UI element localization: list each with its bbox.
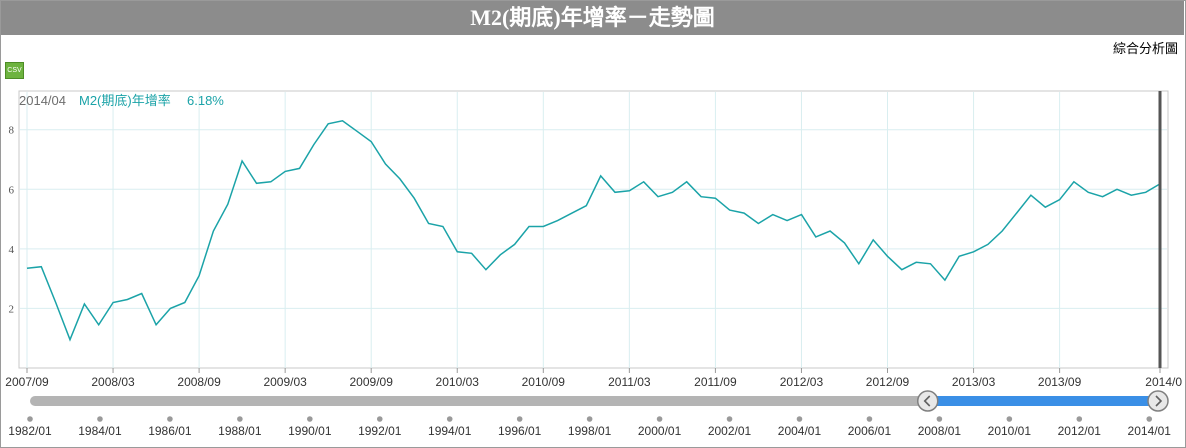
x-tick-label: 2010/03 xyxy=(436,375,480,389)
navigator-label: 1982/01 xyxy=(8,424,52,438)
navigator-dot xyxy=(27,416,33,422)
navigator-dot xyxy=(167,416,173,422)
navigator-dot xyxy=(516,416,523,422)
navigator-dot xyxy=(307,416,313,422)
navigator-label: 2014/01 xyxy=(1128,424,1172,438)
navigator-dot xyxy=(1006,416,1013,422)
navigator-dot xyxy=(726,416,733,422)
x-tick-label: 2013/03 xyxy=(952,375,996,389)
x-tick-label: 2011/09 xyxy=(694,375,737,389)
y-axis-ticks: 2 4 6 8 xyxy=(9,125,15,316)
navigator-label: 2000/01 xyxy=(638,424,682,438)
navigator-dot xyxy=(1146,416,1153,422)
navigator-label: 1994/01 xyxy=(428,424,472,438)
navigator-label: 1988/01 xyxy=(218,424,262,438)
y-tick-label: 4 xyxy=(9,244,15,256)
x-tick-label: 2008/03 xyxy=(91,375,135,389)
navigator-track[interactable] xyxy=(30,396,1158,406)
x-tick-label: 2013/09 xyxy=(1038,375,1082,389)
navigator-dot xyxy=(237,416,243,422)
readout-series-name: M2(期底)年增率 xyxy=(79,93,171,108)
range-navigator[interactable]: 1982/01 1984/01 1986/01 1988/01 1990/01 1992/… xyxy=(8,390,1171,438)
csv-download-button[interactable]: CSV xyxy=(5,62,24,79)
navigator-right-handle[interactable] xyxy=(1147,390,1169,412)
navigator-label: 1990/01 xyxy=(288,424,332,438)
navigator-dot xyxy=(446,416,453,422)
navigator-label: 1986/01 xyxy=(148,424,192,438)
navigator-dot xyxy=(586,416,593,422)
navigator-label: 2002/01 xyxy=(708,424,752,438)
x-tick-label: 2014/0 xyxy=(1145,375,1182,389)
x-tick-label: 2010/09 xyxy=(522,375,566,389)
x-tick-label: 2012/09 xyxy=(866,375,910,389)
navigator-dot xyxy=(1076,416,1083,422)
x-tick-label: 2007/09 xyxy=(5,375,49,389)
x-tick-label: 2012/03 xyxy=(780,375,824,389)
chevron-left-icon xyxy=(923,395,931,407)
x-tick-label: 2009/03 xyxy=(263,375,307,389)
navigator-label: 2012/01 xyxy=(1058,424,1102,438)
navigator-label: 2010/01 xyxy=(988,424,1032,438)
navigator-dot xyxy=(936,416,943,422)
navigator-selected-range[interactable] xyxy=(927,396,1158,406)
chart-title: M2(期底)年增率－走勢圖 xyxy=(1,1,1184,35)
plot-area xyxy=(18,90,1169,369)
navigator-labels: 1982/01 1984/01 1986/01 1988/01 1990/01 1992/… xyxy=(8,416,1171,438)
navigator-dot xyxy=(656,416,663,422)
readout-date: 2014/04 xyxy=(19,93,66,108)
x-tick-label: 2009/09 xyxy=(350,375,394,389)
x-tick-label: 2011/03 xyxy=(608,375,651,389)
x-axis-ticks: 2007/09 2008/03 2008/09 2009/03 2009/09 2010/… xyxy=(5,368,1182,389)
navigator-label: 2004/01 xyxy=(778,424,822,438)
navigator-label: 2006/01 xyxy=(848,424,892,438)
navigator-label: 2008/01 xyxy=(918,424,962,438)
y-tick-label: 8 xyxy=(9,125,15,137)
handle-left-circle[interactable] xyxy=(916,390,939,412)
navigator-dot xyxy=(866,416,873,422)
x-tick-label: 2008/09 xyxy=(177,375,221,389)
navigator-label: 1984/01 xyxy=(78,424,122,438)
navigator-label: 1992/01 xyxy=(358,424,402,438)
navigator-dot xyxy=(796,416,803,422)
analysis-chart-link[interactable]: 綜合分析圖 xyxy=(1112,41,1178,56)
y-tick-label: 6 xyxy=(9,184,15,196)
grid-lines xyxy=(20,92,1167,368)
readout-value: 6.18% xyxy=(187,93,224,108)
navigator-dot xyxy=(97,416,103,422)
series-line-m2-growth xyxy=(26,119,1161,342)
navigator-dot xyxy=(376,416,383,422)
chevron-right-icon xyxy=(1155,395,1163,407)
y-tick-label: 2 xyxy=(9,303,15,315)
navigator-label: 1998/01 xyxy=(568,424,612,438)
navigator-left-handle[interactable] xyxy=(916,390,939,412)
handle-right-circle[interactable] xyxy=(1147,390,1169,412)
navigator-label: 1996/01 xyxy=(498,424,542,438)
